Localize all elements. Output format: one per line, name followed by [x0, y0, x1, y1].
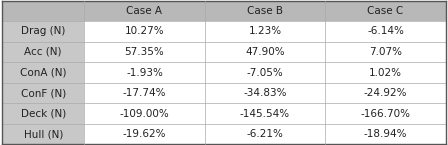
Text: -109.00%: -109.00%: [120, 108, 169, 118]
Text: Hull (N): Hull (N): [24, 129, 63, 139]
Bar: [2, 62, 84, 83]
Text: 1.02%: 1.02%: [369, 68, 402, 77]
Text: -6.14%: -6.14%: [367, 27, 404, 37]
Text: Case A: Case A: [126, 6, 163, 16]
Text: ConF (N): ConF (N): [21, 88, 66, 98]
Text: -6.21%: -6.21%: [246, 129, 284, 139]
Bar: [2, 42, 84, 62]
Bar: [84, 1, 205, 21]
Bar: [205, 62, 325, 83]
Bar: [325, 21, 446, 42]
Bar: [325, 62, 446, 83]
Bar: [2, 103, 84, 124]
Bar: [2, 21, 84, 42]
Text: Deck (N): Deck (N): [21, 108, 66, 118]
Text: 1.23%: 1.23%: [249, 27, 281, 37]
Text: 10.27%: 10.27%: [125, 27, 164, 37]
Text: -7.05%: -7.05%: [246, 68, 283, 77]
Text: -145.54%: -145.54%: [240, 108, 290, 118]
Bar: [205, 83, 325, 103]
Bar: [2, 124, 84, 144]
Text: -19.62%: -19.62%: [123, 129, 166, 139]
Bar: [84, 21, 205, 42]
Bar: [84, 62, 205, 83]
Bar: [325, 83, 446, 103]
Bar: [205, 124, 325, 144]
Text: Case B: Case B: [247, 6, 283, 16]
Text: -17.74%: -17.74%: [123, 88, 166, 98]
Bar: [205, 103, 325, 124]
Bar: [2, 1, 84, 21]
Bar: [325, 1, 446, 21]
Text: ConA (N): ConA (N): [20, 68, 66, 77]
Text: -166.70%: -166.70%: [361, 108, 410, 118]
Text: -1.93%: -1.93%: [126, 68, 163, 77]
Text: Case C: Case C: [367, 6, 404, 16]
Bar: [84, 83, 205, 103]
Bar: [205, 21, 325, 42]
Text: -18.94%: -18.94%: [364, 129, 407, 139]
Bar: [2, 83, 84, 103]
Text: -24.92%: -24.92%: [364, 88, 407, 98]
Bar: [84, 124, 205, 144]
Bar: [325, 124, 446, 144]
Text: -34.83%: -34.83%: [243, 88, 287, 98]
Text: 7.07%: 7.07%: [369, 47, 402, 57]
Bar: [325, 103, 446, 124]
Bar: [205, 1, 325, 21]
Text: Drag (N): Drag (N): [21, 27, 65, 37]
Text: Acc (N): Acc (N): [25, 47, 62, 57]
Bar: [84, 103, 205, 124]
Text: 57.35%: 57.35%: [125, 47, 164, 57]
Bar: [84, 42, 205, 62]
Text: 47.90%: 47.90%: [245, 47, 285, 57]
Bar: [205, 42, 325, 62]
Bar: [325, 42, 446, 62]
